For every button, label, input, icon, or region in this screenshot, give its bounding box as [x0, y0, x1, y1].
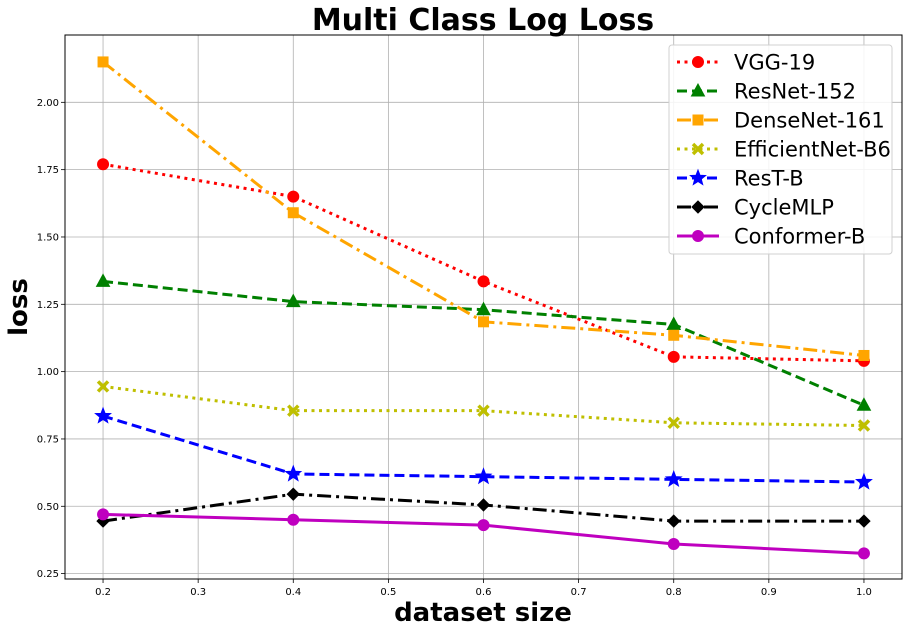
x-tick-label: 0.2: [95, 587, 111, 598]
legend-item-cyclemlp: CycleMLP: [677, 196, 834, 220]
y-axis-ticks: 0.25 0.50 0.75 1.00 1.25 1.50 1.75 2.00: [37, 98, 65, 580]
legend-label: Conformer-B: [734, 225, 865, 249]
series-resnet-152: [95, 273, 872, 411]
y-tick-label: 0.25: [37, 569, 59, 580]
square-marker: [97, 56, 109, 68]
legend-item-resnet-152: ResNet-152: [677, 80, 856, 104]
circle-marker: [477, 275, 490, 288]
legend-label: VGG-19: [734, 51, 815, 75]
star-marker: [94, 406, 112, 424]
star-marker: [664, 469, 683, 487]
x-tick-label: 0.7: [571, 587, 587, 598]
y-tick-label: 2.00: [37, 98, 59, 109]
diamond-marker: [691, 200, 705, 214]
x-tick-label: 0.9: [761, 587, 777, 598]
triangle-marker: [95, 273, 111, 287]
legend-item-densenet-161: DenseNet-161: [677, 109, 885, 133]
circle-marker: [667, 350, 680, 363]
series-line: [102, 162, 864, 363]
legend-item-efficientnet-b6: EfficientNet-B6: [677, 138, 891, 162]
square-marker: [287, 207, 299, 219]
legend-item-conformer-b: Conformer-B: [677, 225, 865, 249]
y-tick-label: 0.75: [37, 434, 59, 445]
star-marker: [284, 464, 303, 482]
x-axis-label: dataset size: [394, 598, 572, 628]
x-tick-label: 0.8: [666, 587, 682, 598]
star-marker: [474, 467, 493, 485]
series-rest-b: [94, 406, 873, 490]
triangle-marker: [666, 316, 682, 331]
diamond-marker: [667, 514, 681, 528]
circle-marker: [97, 158, 110, 171]
legend-label: ResNet-152: [734, 80, 856, 104]
x-marker: [287, 404, 300, 417]
diamond-marker: [857, 514, 871, 528]
legend-label: CycleMLP: [734, 196, 834, 220]
plot-frame: [64, 34, 903, 580]
y-axis-label: loss: [4, 278, 34, 336]
x-tick-label: 1.0: [856, 587, 872, 598]
chart-title: Multi Class Log Loss: [312, 3, 654, 38]
x-marker: [691, 142, 705, 156]
x-marker: [96, 380, 110, 393]
circle-marker: [287, 190, 300, 203]
square-marker: [692, 114, 704, 126]
series-group: [94, 56, 873, 560]
diamond-marker: [476, 498, 491, 512]
circle-marker: [692, 56, 704, 68]
y-tick-label: 1.75: [37, 165, 59, 176]
circle-marker: [287, 513, 300, 526]
triangle-marker: [285, 293, 301, 308]
y-tick-label: 1.25: [37, 300, 59, 311]
square-marker: [478, 316, 489, 328]
legend-label: ResT-B: [734, 167, 804, 191]
x-tick-label: 0.6: [476, 587, 492, 598]
y-tick-label: 1.50: [37, 232, 59, 243]
triangle-marker: [690, 82, 706, 97]
legend-item-rest-b: ResT-B: [677, 167, 804, 191]
star-marker: [689, 168, 707, 186]
star-marker: [855, 472, 873, 490]
square-marker: [858, 349, 870, 361]
legend-label: EfficientNet-B6: [734, 138, 891, 162]
x-tick-label: 0.3: [190, 587, 206, 598]
diamond-marker: [286, 487, 300, 501]
x-marker: [667, 416, 680, 430]
series-densenet-161: [97, 56, 870, 361]
legend: VGG-19 ResNet-152 DenseNet-161 EfficientNet…: [668, 44, 893, 255]
triangle-marker: [476, 301, 491, 316]
y-tick-label: 1.00: [37, 367, 59, 378]
series-line: [102, 384, 864, 427]
x-axis-ticks: 0.2 0.3 0.4 0.5 0.6 0.7 0.8 0.9 1.0: [95, 579, 872, 598]
circle-marker: [692, 230, 704, 242]
square-marker: [668, 329, 680, 341]
legend-label: DenseNet-161: [734, 109, 885, 133]
x-marker: [857, 419, 871, 432]
legend-box: [668, 44, 893, 255]
triangle-marker: [856, 397, 872, 411]
circle-marker: [667, 537, 680, 550]
x-tick-label: 0.5: [380, 587, 396, 598]
legend-item-vgg-19: VGG-19: [677, 51, 815, 75]
circle-marker: [857, 547, 870, 560]
x-tick-label: 0.4: [285, 587, 301, 598]
y-tick-label: 0.50: [37, 502, 59, 513]
circle-marker: [97, 508, 110, 521]
series-efficientnet-b6: [96, 380, 871, 432]
series-conformer-b: [97, 508, 870, 560]
circle-marker: [477, 519, 490, 532]
x-marker: [477, 404, 490, 417]
